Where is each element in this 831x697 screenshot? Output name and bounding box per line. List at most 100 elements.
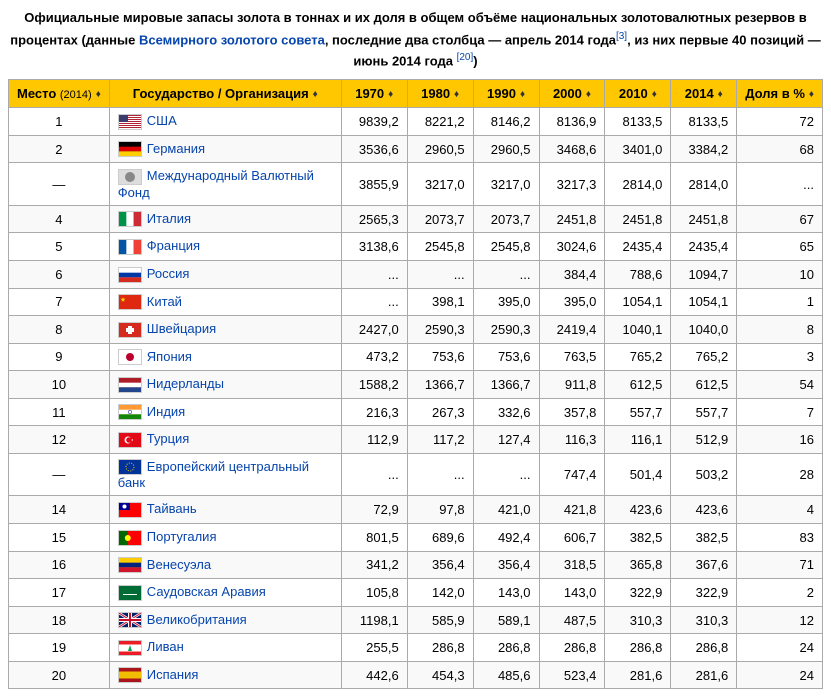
- header-country[interactable]: Государство / Организация♦: [109, 80, 341, 108]
- country-link[interactable]: Международный Валютный Фонд: [118, 168, 314, 200]
- table-row: 15 Португалия 801,5 689,6 492,4 606,7 38…: [9, 524, 823, 552]
- cell-share: 3: [737, 343, 823, 371]
- country-link[interactable]: Россия: [147, 266, 190, 281]
- cell-y1980: 97,8: [407, 496, 473, 524]
- sort-icon: ♦: [809, 89, 814, 100]
- country-link[interactable]: Япония: [147, 349, 192, 364]
- cell-y2000: 763,5: [539, 343, 605, 371]
- cell-y2010: 557,7: [605, 398, 671, 426]
- caption-ref-1[interactable]: [3]: [616, 31, 627, 42]
- cell-country: Венесуэла: [109, 551, 341, 579]
- flag-icon: [118, 169, 142, 185]
- cell-y2010: 116,1: [605, 426, 671, 454]
- header-2010[interactable]: 2010♦: [605, 80, 671, 108]
- cell-y2000: 143,0: [539, 579, 605, 607]
- cell-y1990: 2590,3: [473, 316, 539, 344]
- cell-y2000: 318,5: [539, 551, 605, 579]
- cell-y1980: 142,0: [407, 579, 473, 607]
- flag-icon: [118, 640, 142, 656]
- country-link[interactable]: Ливан: [147, 639, 184, 654]
- country-link[interactable]: Венесуэла: [147, 557, 211, 572]
- cell-share: 67: [737, 205, 823, 233]
- cell-share: 16: [737, 426, 823, 454]
- cell-y1990: ...: [473, 260, 539, 288]
- country-link[interactable]: Германия: [147, 141, 205, 156]
- cell-share: 10: [737, 260, 823, 288]
- cell-y2000: 487,5: [539, 606, 605, 634]
- cell-country: Великобритания: [109, 606, 341, 634]
- cell-country: Япония: [109, 343, 341, 371]
- cell-country: Португалия: [109, 524, 341, 552]
- flag-icon: [118, 459, 142, 475]
- cell-y1980: 585,9: [407, 606, 473, 634]
- cell-y2000: 523,4: [539, 661, 605, 689]
- header-2014[interactable]: 2014♦: [671, 80, 737, 108]
- country-link[interactable]: Португалия: [147, 529, 217, 544]
- cell-y2010: 788,6: [605, 260, 671, 288]
- cell-y2014: 281,6: [671, 661, 737, 689]
- country-link[interactable]: Великобритания: [147, 612, 247, 627]
- cell-y1970: 473,2: [341, 343, 407, 371]
- country-link[interactable]: Испания: [147, 667, 199, 682]
- table-row: 1 США 9839,2 8221,2 8146,2 8136,9 8133,5…: [9, 108, 823, 136]
- header-1970[interactable]: 1970♦: [341, 80, 407, 108]
- table-row: 17 Саудовская Аравия 105,8 142,0 143,0 1…: [9, 579, 823, 607]
- cell-y2000: 2451,8: [539, 205, 605, 233]
- cell-y1970: 112,9: [341, 426, 407, 454]
- country-link[interactable]: США: [147, 113, 177, 128]
- header-1990[interactable]: 1990♦: [473, 80, 539, 108]
- sort-icon: ♦: [520, 89, 525, 100]
- cell-y1970: 1198,1: [341, 606, 407, 634]
- cell-y1990: 127,4: [473, 426, 539, 454]
- flag-icon: [118, 612, 142, 628]
- flag-icon: [118, 557, 142, 573]
- cell-y1970: 3855,9: [341, 163, 407, 206]
- country-link[interactable]: Италия: [147, 211, 191, 226]
- cell-y1980: 753,6: [407, 343, 473, 371]
- header-share[interactable]: Доля в %♦: [737, 80, 823, 108]
- cell-y2000: 3024,6: [539, 233, 605, 261]
- cell-y1970: 9839,2: [341, 108, 407, 136]
- country-link[interactable]: Франция: [147, 238, 200, 253]
- cell-rank: 6: [9, 260, 110, 288]
- country-link[interactable]: Турция: [147, 431, 190, 446]
- table-row: 12 Турция 112,9 117,2 127,4 116,3 116,1 …: [9, 426, 823, 454]
- cell-y2014: 3384,2: [671, 135, 737, 163]
- header-rank[interactable]: Место (2014)♦: [9, 80, 110, 108]
- cell-y1990: 485,6: [473, 661, 539, 689]
- flag-icon: [118, 585, 142, 601]
- cell-y1990: 395,0: [473, 288, 539, 316]
- cell-country: Германия: [109, 135, 341, 163]
- cell-rank: 12: [9, 426, 110, 454]
- country-link[interactable]: Тайвань: [147, 501, 197, 516]
- caption-ref-2[interactable]: [20]: [457, 52, 474, 63]
- cell-y1990: 589,1: [473, 606, 539, 634]
- cell-rank: 7: [9, 288, 110, 316]
- cell-rank: —: [9, 453, 110, 496]
- table-row: 10 Нидерланды 1588,2 1366,7 1366,7 911,8…: [9, 371, 823, 399]
- cell-country: Саудовская Аравия: [109, 579, 341, 607]
- cell-y2014: 423,6: [671, 496, 737, 524]
- cell-y2010: 612,5: [605, 371, 671, 399]
- flag-icon: [118, 141, 142, 157]
- sort-icon: ♦: [718, 89, 723, 100]
- cell-y2010: 2435,4: [605, 233, 671, 261]
- cell-y1970: 801,5: [341, 524, 407, 552]
- cell-y2000: 3217,3: [539, 163, 605, 206]
- header-2000[interactable]: 2000♦: [539, 80, 605, 108]
- caption-text-4: ): [473, 54, 477, 69]
- cell-y1970: 216,3: [341, 398, 407, 426]
- cell-country: Европейский центральный банк: [109, 453, 341, 496]
- country-link[interactable]: Китай: [147, 294, 182, 309]
- table-row: 16 Венесуэла 341,2 356,4 356,4 318,5 365…: [9, 551, 823, 579]
- country-link[interactable]: Нидерланды: [147, 376, 224, 391]
- country-link[interactable]: Швейцария: [147, 321, 216, 336]
- country-link[interactable]: Европейский центральный банк: [118, 459, 309, 491]
- country-link[interactable]: Саудовская Аравия: [147, 584, 266, 599]
- country-link[interactable]: Индия: [147, 404, 185, 419]
- header-1980[interactable]: 1980♦: [407, 80, 473, 108]
- table-row: 4 Италия 2565,3 2073,7 2073,7 2451,8 245…: [9, 205, 823, 233]
- caption-link-1[interactable]: Всемирного золотого совета: [139, 32, 325, 47]
- cell-y2010: 8133,5: [605, 108, 671, 136]
- cell-y2014: 8133,5: [671, 108, 737, 136]
